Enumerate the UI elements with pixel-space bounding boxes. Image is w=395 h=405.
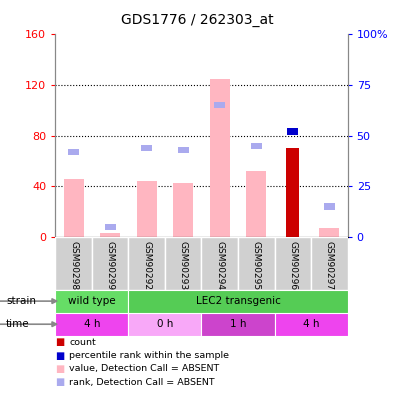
Text: GSM90299: GSM90299 — [105, 241, 115, 290]
Bar — [128, 237, 165, 290]
Text: 1 h: 1 h — [230, 319, 246, 329]
Text: ■: ■ — [55, 364, 64, 374]
Bar — [55, 290, 128, 313]
Bar — [100, 233, 120, 237]
Bar — [319, 228, 339, 237]
Text: 0 h: 0 h — [157, 319, 173, 329]
Bar — [68, 149, 79, 155]
Text: ■: ■ — [55, 351, 64, 360]
Bar — [128, 290, 348, 313]
Text: count: count — [69, 338, 96, 347]
Bar — [141, 145, 152, 151]
Bar — [275, 237, 311, 290]
Bar — [238, 237, 275, 290]
Bar — [214, 102, 225, 109]
Text: GSM90298: GSM90298 — [69, 241, 78, 290]
Text: GSM90296: GSM90296 — [288, 241, 297, 290]
Text: value, Detection Call = ABSENT: value, Detection Call = ABSENT — [69, 364, 219, 373]
Bar — [55, 313, 128, 336]
Text: ■: ■ — [55, 337, 64, 347]
Bar — [178, 147, 189, 153]
Bar — [286, 148, 299, 237]
Text: time: time — [6, 319, 30, 329]
Bar — [201, 237, 238, 290]
Bar — [287, 128, 298, 135]
Bar — [246, 171, 266, 237]
Bar — [275, 313, 348, 336]
Text: GSM90292: GSM90292 — [142, 241, 151, 290]
Text: LEC2 transgenic: LEC2 transgenic — [196, 296, 280, 306]
Text: GSM90295: GSM90295 — [252, 241, 261, 290]
Bar — [137, 181, 157, 237]
Bar — [64, 179, 84, 237]
Text: rank, Detection Call = ABSENT: rank, Detection Call = ABSENT — [69, 378, 215, 387]
Text: GSM90297: GSM90297 — [325, 241, 334, 290]
Text: 4 h: 4 h — [303, 319, 319, 329]
Bar — [55, 237, 92, 290]
Bar — [92, 237, 128, 290]
Text: GSM90294: GSM90294 — [215, 241, 224, 290]
Text: strain: strain — [6, 296, 36, 306]
Text: wild type: wild type — [68, 296, 116, 306]
Text: percentile rank within the sample: percentile rank within the sample — [69, 351, 229, 360]
Bar — [128, 313, 201, 336]
Bar — [201, 313, 275, 336]
Bar — [210, 79, 230, 237]
Bar — [324, 203, 335, 210]
Text: ■: ■ — [55, 377, 64, 387]
Bar — [251, 143, 262, 149]
Text: GSM90293: GSM90293 — [179, 241, 188, 290]
Bar — [173, 183, 193, 237]
Bar — [165, 237, 201, 290]
Text: GDS1776 / 262303_at: GDS1776 / 262303_at — [121, 13, 274, 27]
Text: 4 h: 4 h — [84, 319, 100, 329]
Bar — [105, 224, 116, 230]
Bar — [311, 237, 348, 290]
